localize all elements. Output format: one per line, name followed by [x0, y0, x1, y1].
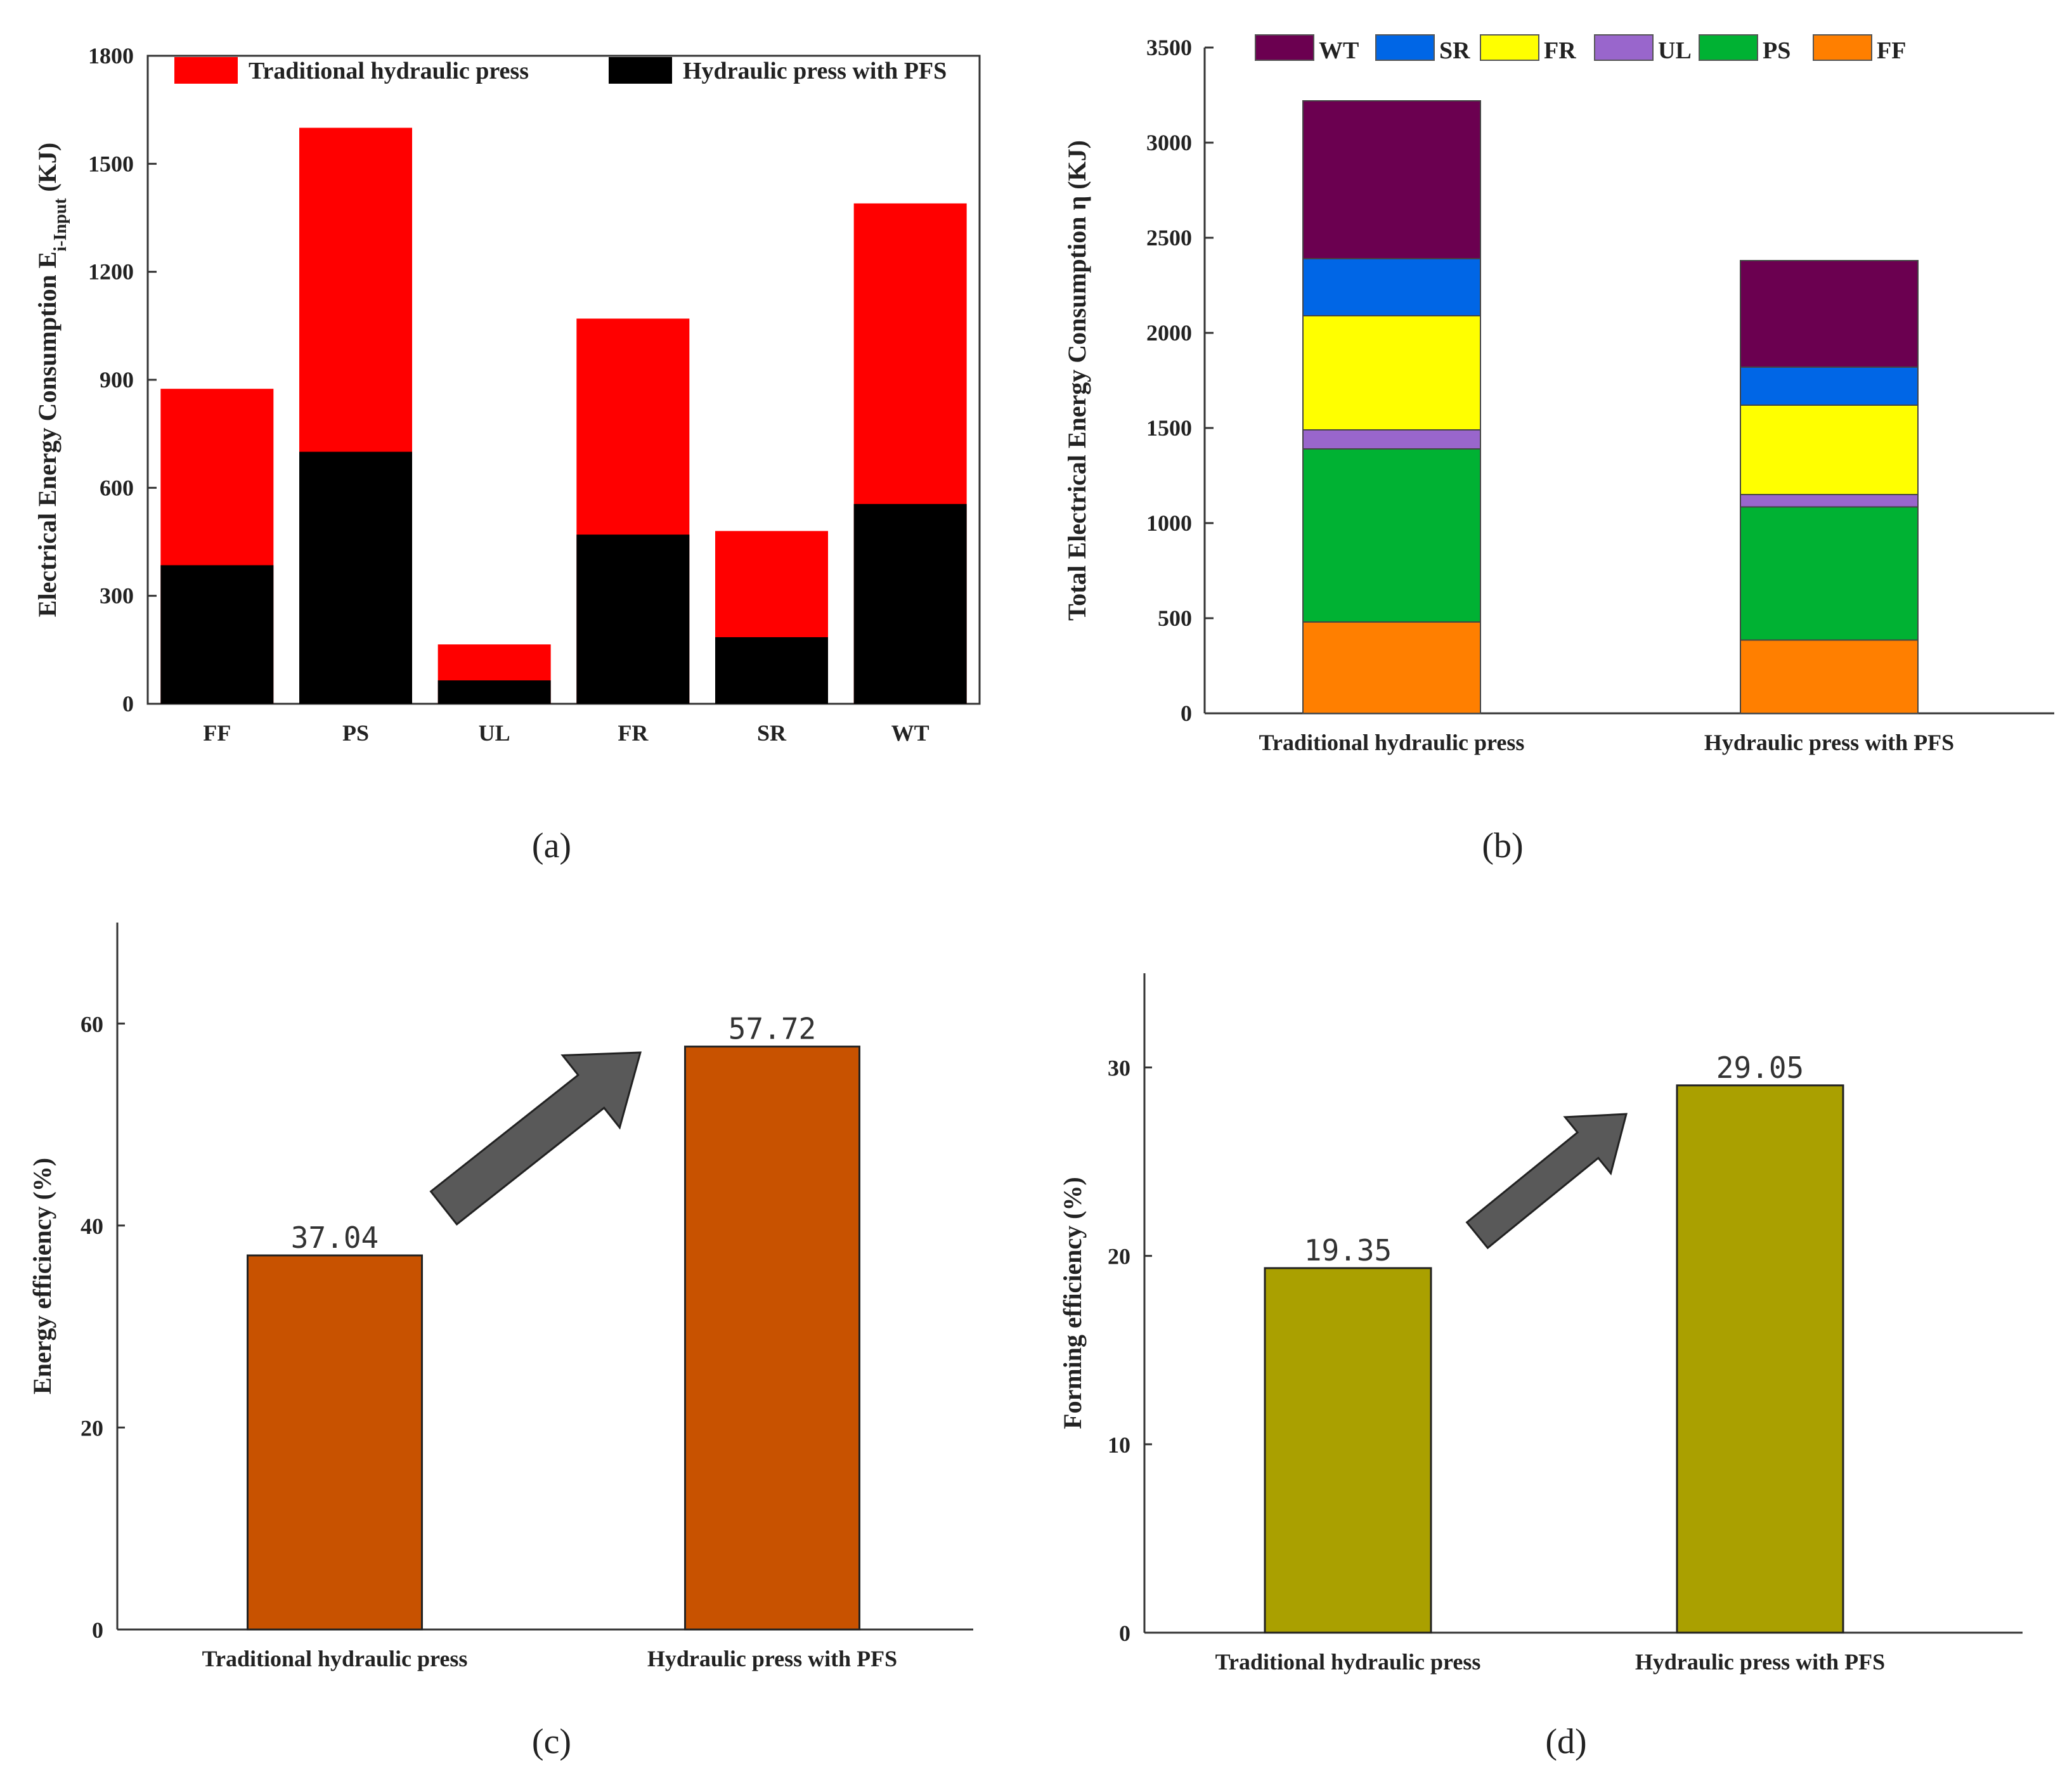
- bar: [1264, 1267, 1432, 1634]
- bar: [1676, 1084, 1844, 1634]
- panel-caption: (b): [1482, 826, 1523, 865]
- x-tick-label: Traditional hydraulic press: [1259, 730, 1525, 755]
- stack-segment-fr: [1740, 405, 1919, 495]
- legend-swatch: [1255, 34, 1314, 61]
- panel-caption: (d): [1545, 1722, 1586, 1761]
- y-tick-label: 2000: [1146, 320, 1192, 346]
- bar-hydraulic-press-with-pfs: [715, 637, 828, 704]
- legend-swatch: [1699, 34, 1758, 61]
- x-tick-label: PS: [342, 720, 369, 746]
- panel-caption: (c): [532, 1722, 571, 1761]
- panel-a: 0 300 600 900 1200 1500 1800 FF PS UL FR SR WT Tradit…: [33, 43, 981, 865]
- y-tick-label: 20: [81, 1415, 103, 1441]
- legend: Traditional hydraulic press Hydraulic pre…: [174, 57, 947, 84]
- y-tick-label: 2500: [1146, 225, 1192, 250]
- x-tick-label: Hydraulic press with PFS: [647, 1646, 897, 1671]
- stack-segment-fr: [1302, 315, 1481, 431]
- y-tick-label: 1200: [88, 259, 134, 285]
- data-label: 37.04: [291, 1221, 379, 1255]
- bar-hydraulic-press-with-pfs: [576, 535, 690, 704]
- y-tick-label: 1500: [88, 151, 134, 176]
- y-tick-label: 40: [81, 1214, 103, 1239]
- legend-label: PS: [1763, 37, 1790, 64]
- y-tick-label: 300: [100, 583, 134, 609]
- y-tick-label: 0: [122, 691, 134, 716]
- y-tick-label: 1800: [88, 43, 134, 68]
- stack-segment-wt: [1740, 260, 1919, 368]
- legend-label: UL: [1658, 37, 1692, 64]
- legend-swatch: [1813, 34, 1872, 61]
- y-tick-label: 500: [1158, 606, 1192, 631]
- legend: WT SR FR UL PS FF: [1255, 34, 1906, 64]
- y-axis-label: Energy efficiency (%): [28, 1158, 56, 1394]
- stack-segment-ul: [1302, 429, 1481, 450]
- y-tick-label: 600: [100, 475, 134, 500]
- y-tick-label: 3000: [1146, 130, 1192, 155]
- bar-hydraulic-press-with-pfs: [853, 503, 967, 704]
- y-tick-label: 1500: [1146, 415, 1192, 441]
- y-axis-label: Electrical Energy Consumption Ei-Input (…: [33, 143, 70, 617]
- y-tick-label: 0: [1119, 1621, 1130, 1646]
- bar: [247, 1254, 423, 1631]
- panel-b: 0 500 1000 1500 2000 2500 3000 3500 Traditional …: [1063, 34, 2054, 865]
- arrow-icon: [1465, 1113, 1628, 1250]
- y-tick-label: 60: [81, 1011, 103, 1037]
- stack-segment-ps: [1302, 448, 1481, 623]
- y-axis-label: Forming efficiency (%): [1058, 1177, 1087, 1429]
- legend-swatch: [174, 57, 238, 84]
- y-tick-label: 10: [1108, 1432, 1130, 1458]
- data-label: 19.35: [1304, 1233, 1392, 1267]
- legend-label: FF: [1877, 37, 1906, 64]
- data-label: 57.72: [728, 1012, 816, 1046]
- y-tick-label: 20: [1108, 1244, 1130, 1269]
- legend-swatch: [1480, 34, 1539, 61]
- y-tick-label: 30: [1108, 1056, 1130, 1081]
- legend-swatch: [1594, 34, 1654, 61]
- x-tick-label: SR: [757, 720, 787, 746]
- data-label: 29.05: [1716, 1051, 1804, 1085]
- stack-segment-ul: [1740, 494, 1919, 508]
- x-tick-label: WT: [891, 720, 929, 746]
- x-tick-label: Traditional hydraulic press: [1215, 1649, 1481, 1675]
- y-tick-label: 0: [92, 1617, 103, 1643]
- bar-hydraulic-press-with-pfs: [299, 451, 412, 704]
- panel-d: 0 10 20 30 19.35 Traditional hydraulic press 2…: [1058, 973, 2023, 1761]
- legend-label: Hydraulic press with PFS: [683, 58, 947, 84]
- x-tick-label: UL: [479, 720, 510, 746]
- y-axis-label: Total Electrical Energy Consumption η (K…: [1063, 140, 1091, 621]
- y-tick-label: 900: [100, 367, 134, 392]
- y-tick-label: 0: [1181, 701, 1192, 726]
- x-tick-label: Hydraulic press with PFS: [1635, 1649, 1885, 1675]
- x-tick-label: Hydraulic press with PFS: [1704, 730, 1954, 755]
- x-tick-label: FF: [203, 720, 231, 746]
- legend-label: SR: [1439, 37, 1470, 64]
- panel-caption: (a): [532, 826, 571, 865]
- stack-segment-wt: [1302, 100, 1481, 259]
- legend-swatch: [609, 57, 672, 84]
- x-tick-label: FR: [618, 720, 649, 746]
- bar-hydraulic-press-with-pfs: [437, 680, 551, 704]
- arrow-icon: [429, 1051, 642, 1226]
- stack-segment-ps: [1740, 506, 1919, 641]
- stack-segment-ff: [1740, 639, 1919, 714]
- legend-label: WT: [1319, 37, 1359, 64]
- stack-segment-ff: [1302, 621, 1481, 714]
- panel-c: 0 20 40 60 37.04 Traditional hydraulic press 5…: [28, 923, 973, 1761]
- stack-segment-sr: [1302, 258, 1481, 316]
- x-tick-label: Traditional hydraulic press: [202, 1646, 468, 1671]
- y-tick-label: 1000: [1146, 510, 1192, 536]
- legend-label: FR: [1544, 37, 1576, 64]
- legend-swatch: [1375, 34, 1435, 61]
- bar-hydraulic-press-with-pfs: [160, 565, 274, 704]
- bar: [684, 1046, 860, 1631]
- y-tick-label: 3500: [1146, 35, 1192, 60]
- legend-label: Traditional hydraulic press: [249, 58, 529, 84]
- stack-segment-sr: [1740, 366, 1919, 406]
